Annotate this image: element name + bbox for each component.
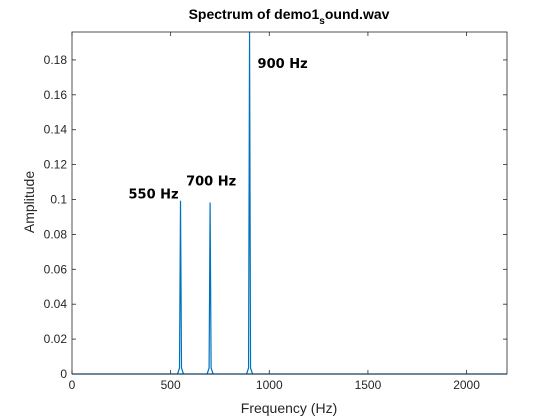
chart-title: Spectrum of demo1sound.wav (189, 6, 390, 27)
plot-frame (71, 31, 508, 375)
x-tick-label: 1500 (355, 378, 382, 392)
chart-title-prefix: Spectrum of demo1 (189, 6, 320, 22)
x-tick-label: 2000 (453, 378, 480, 392)
y-tick-label: 0.04 (44, 297, 68, 311)
y-tick-label: 0.12 (44, 158, 68, 172)
x-tick-label: 0 (69, 378, 76, 392)
y-tick-label: 0.16 (44, 88, 68, 102)
x-axis-label: Frequency (Hz) (241, 400, 337, 416)
y-tick-label: 0.1 (50, 193, 67, 207)
peak-annotation: 700 Hz (186, 174, 236, 189)
y-tick-label: 0.06 (44, 262, 68, 276)
y-tick-label: 0.18 (44, 53, 68, 67)
spectrum-peak (176, 200, 185, 375)
chart-title-subscript: s (319, 16, 325, 27)
y-tick-label: 0.08 (44, 227, 68, 241)
peak-annotation: 900 Hz (258, 57, 308, 72)
x-tick-label: 1000 (256, 378, 283, 392)
y-axis-label: Amplitude (21, 171, 37, 233)
y-tick-label: 0.14 (44, 123, 68, 137)
y-tick-label: 0.02 (44, 332, 68, 346)
y-tick-label: 0 (60, 367, 67, 381)
plot-area (72, 32, 507, 374)
peak-annotation: 550 Hz (129, 187, 179, 202)
x-tick-label: 500 (161, 378, 181, 392)
spectrum-peak (206, 202, 214, 375)
chart-title-suffix: ound.wav (325, 6, 390, 22)
